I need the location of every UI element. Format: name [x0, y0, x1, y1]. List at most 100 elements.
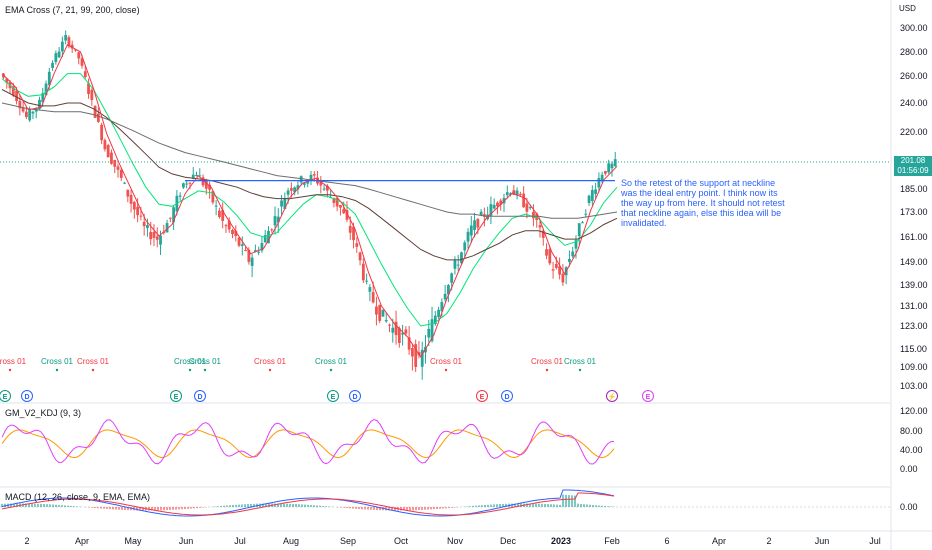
- kdj-tick-label: 40.00: [900, 445, 923, 455]
- macd-histogram-bar: [154, 507, 156, 511]
- candle-body: [244, 250, 247, 252]
- candle-body: [93, 105, 97, 118]
- macd-histogram-bar: [403, 507, 405, 511]
- candle-body: [584, 213, 588, 215]
- candle-body: [165, 223, 169, 233]
- candle-body: [339, 204, 342, 208]
- macd-histogram-bar: [265, 503, 267, 507]
- candle-body: [172, 207, 176, 223]
- cross-label-text: Cross 01: [531, 357, 564, 366]
- candle-body: [466, 231, 470, 242]
- macd-histogram-bar: [73, 506, 75, 507]
- candle-body: [554, 263, 558, 268]
- candle-body: [24, 111, 28, 118]
- macd-histogram-bar: [277, 503, 279, 507]
- candle-body: [414, 344, 418, 367]
- macd-histogram-bar: [151, 507, 153, 511]
- candle-body: [204, 180, 208, 189]
- macd-histogram-bar: [313, 505, 315, 507]
- macd-histogram-bar: [481, 505, 483, 507]
- candle-body: [168, 217, 172, 219]
- price-tick-label: 149.00: [900, 257, 928, 267]
- cross-label-text: Cross 01: [77, 357, 110, 366]
- dividend-icon: [501, 390, 513, 402]
- macd-histogram-bar: [70, 505, 72, 507]
- macd-histogram-bar: [175, 507, 177, 510]
- price-tick-label: 280.00: [900, 47, 928, 57]
- candle-body: [430, 319, 434, 342]
- macd-histogram-bar: [112, 507, 114, 510]
- chart-annotation[interactable]: So the retest of the support at neckline…: [621, 178, 799, 228]
- candle-body: [532, 211, 535, 219]
- candle-body: [132, 202, 136, 210]
- candle-body: [136, 206, 140, 216]
- macd-histogram-bar: [43, 504, 45, 507]
- macd-histogram-bar: [241, 504, 243, 507]
- macd-histogram-bar: [139, 507, 141, 511]
- candle-body: [512, 190, 516, 195]
- cross-dot: [444, 368, 448, 372]
- candle-body: [355, 243, 359, 247]
- candle-body: [499, 200, 503, 205]
- macd-histogram-bar: [502, 503, 504, 507]
- macd-histogram-bar: [127, 507, 129, 511]
- macd-histogram-bar: [220, 505, 222, 507]
- time-tick-label: Aug: [283, 536, 299, 546]
- candle-body: [286, 190, 290, 195]
- candle-body: [437, 309, 440, 317]
- macd-histogram-bar: [589, 504, 591, 507]
- cross-label: Cross 01: [77, 357, 110, 372]
- candle-body: [460, 252, 463, 264]
- time-tick-label: 6: [664, 536, 669, 546]
- candle-body: [149, 232, 153, 240]
- macd-histogram-bar: [235, 504, 237, 507]
- price-tick-label: 131.00: [900, 301, 928, 311]
- candle-body: [289, 188, 293, 191]
- candle-body: [152, 231, 156, 238]
- candle-body: [116, 166, 120, 170]
- macd-histogram-bar: [379, 507, 381, 511]
- candle-body: [515, 190, 519, 196]
- candle-body: [401, 333, 404, 335]
- macd-histogram-bar: [157, 507, 159, 511]
- cross-label-text: Cross 01: [564, 357, 597, 366]
- candle-body: [41, 92, 45, 103]
- cross-label-text: Cross 01: [0, 357, 27, 366]
- candle-body: [155, 236, 159, 240]
- macd-histogram-bar: [109, 507, 111, 510]
- candle-body: [247, 249, 251, 262]
- macd-histogram-bar: [592, 504, 594, 507]
- cross-label: Cross 01: [430, 357, 463, 372]
- macd-histogram-bar: [400, 507, 402, 511]
- candle-body: [610, 163, 614, 169]
- macd-histogram-bar: [142, 507, 144, 511]
- candle-body: [456, 264, 460, 266]
- macd-histogram-bar: [577, 503, 579, 507]
- candle-body: [450, 273, 454, 283]
- time-tick-label: Jul: [234, 536, 246, 546]
- macd-histogram-bar: [391, 507, 393, 511]
- macd-histogram-bar: [340, 507, 342, 508]
- macd-histogram-bar: [559, 504, 561, 507]
- dividend-marker: D: [501, 390, 513, 402]
- macd-histogram-bar: [178, 507, 180, 510]
- dividend-marker: D: [349, 390, 361, 402]
- macd-histogram-bar: [493, 504, 495, 507]
- macd-histogram-bar: [115, 507, 117, 510]
- macd-histogram-bar: [52, 504, 54, 507]
- macd-histogram-bar: [451, 507, 453, 508]
- macd-histogram-bar: [376, 507, 378, 511]
- time-tick-label: Feb: [604, 536, 620, 546]
- annotation-line: the way up from here. It should not rete…: [621, 198, 785, 208]
- macd-histogram-bar: [229, 505, 231, 507]
- macd-histogram-bar: [475, 505, 477, 507]
- candle-body: [208, 184, 211, 190]
- cross-dot: [203, 368, 207, 372]
- last-price-value: 201.08: [900, 156, 926, 165]
- candle-body: [280, 200, 283, 207]
- candle-body: [296, 185, 300, 190]
- macd-histogram-bar: [445, 507, 447, 509]
- dividend-icon: [21, 390, 33, 402]
- macd-histogram-bar: [355, 507, 357, 509]
